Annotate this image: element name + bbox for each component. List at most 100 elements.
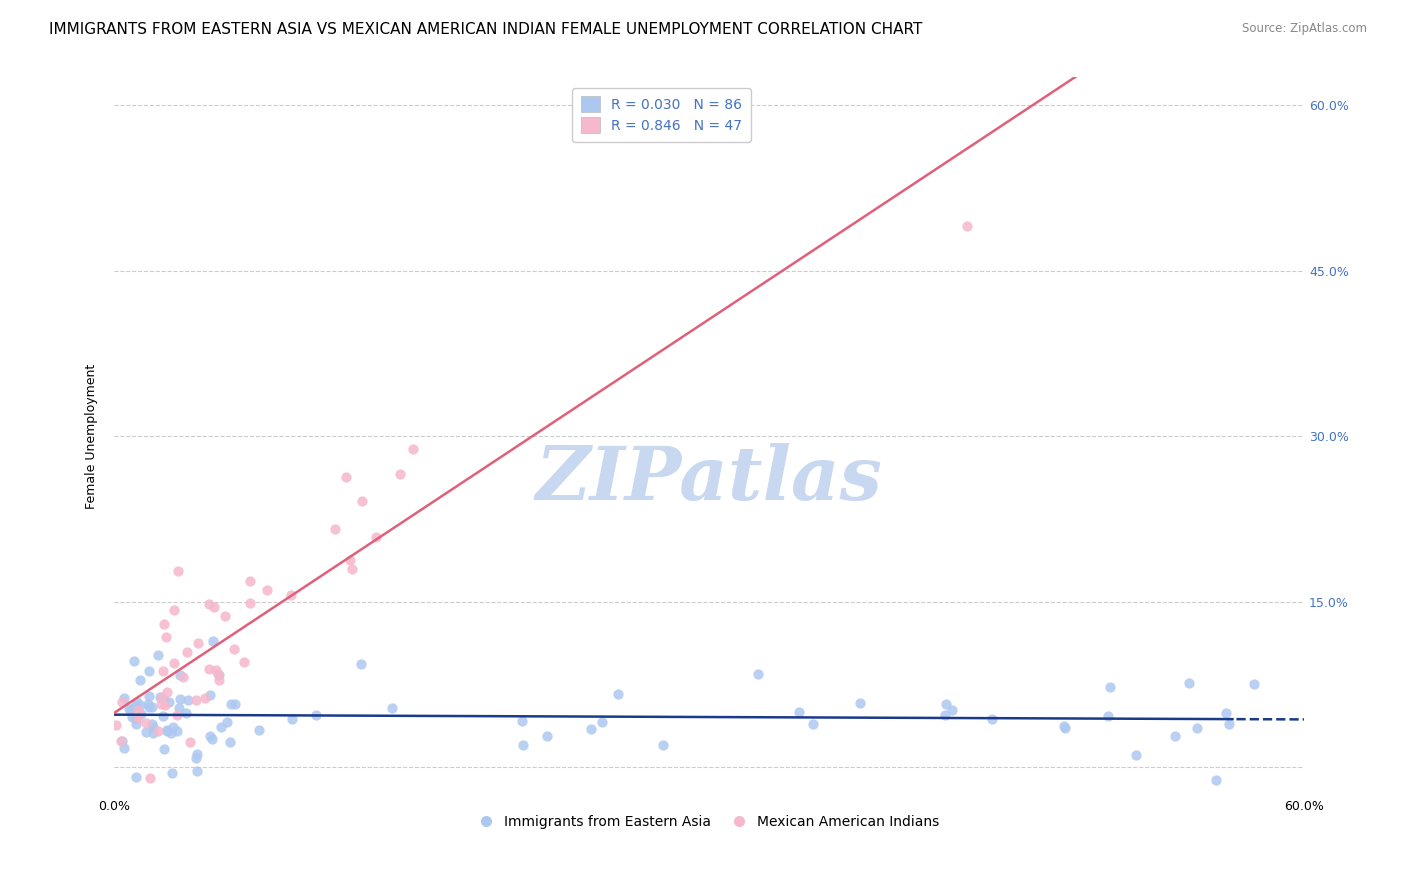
Point [280, 713, 302, 727]
Point [121, 709, 143, 723]
Point [157, 695, 180, 709]
Point [224, 698, 246, 712]
Point [1178, 676, 1201, 690]
Point [1243, 677, 1265, 691]
Point [138, 665, 160, 679]
Point [110, 733, 132, 747]
Point [1098, 680, 1121, 694]
Point [129, 673, 152, 688]
Point [194, 690, 217, 705]
Point [139, 771, 162, 785]
Point [208, 673, 231, 688]
Point [153, 742, 176, 756]
Point [152, 664, 174, 678]
Point [131, 706, 153, 721]
Point [162, 765, 184, 780]
Point [1215, 706, 1237, 720]
Point [129, 698, 152, 712]
Point [304, 707, 326, 722]
Point [981, 712, 1004, 726]
Point [187, 636, 209, 650]
Point [1053, 719, 1076, 733]
Point [1205, 772, 1227, 787]
Point [652, 738, 675, 752]
Text: ZIPatlas: ZIPatlas [536, 442, 883, 516]
Point [135, 715, 157, 730]
Point [607, 686, 630, 700]
Point [209, 720, 232, 734]
Point [280, 588, 302, 602]
Point [141, 700, 163, 714]
Point [849, 696, 872, 710]
Point [166, 564, 188, 578]
Point [215, 714, 238, 729]
Y-axis label: Female Unemployment: Female Unemployment [86, 363, 98, 508]
Point [207, 667, 229, 681]
Point [138, 700, 160, 714]
Point [339, 552, 361, 566]
Point [179, 735, 201, 749]
Point [184, 750, 207, 764]
Point [747, 667, 769, 681]
Point [352, 493, 374, 508]
Point [208, 667, 231, 681]
Point [364, 530, 387, 544]
Point [581, 722, 603, 736]
Point [186, 764, 208, 778]
Point [198, 662, 221, 676]
Point [111, 695, 134, 709]
Point [340, 562, 363, 576]
Point [136, 697, 159, 711]
Point [142, 720, 165, 734]
Point [163, 656, 186, 670]
Point [214, 608, 236, 623]
Point [153, 693, 176, 707]
Point [202, 633, 225, 648]
Point [934, 707, 956, 722]
Point [177, 693, 200, 707]
Point [112, 691, 135, 706]
Point [239, 574, 262, 589]
Point [1053, 721, 1076, 735]
Point [122, 654, 145, 668]
Point [141, 717, 163, 731]
Point [169, 692, 191, 706]
Point [1187, 721, 1209, 735]
Point [201, 731, 224, 746]
Point [148, 648, 170, 663]
Point [111, 734, 134, 748]
Point [202, 599, 225, 614]
Point [184, 692, 207, 706]
Point [239, 596, 262, 610]
Point [591, 714, 613, 729]
Point [153, 616, 176, 631]
Point [222, 641, 245, 656]
Point [787, 706, 810, 720]
Point [176, 644, 198, 658]
Point [323, 522, 346, 536]
Point [127, 703, 149, 717]
Point [125, 770, 148, 784]
Point [402, 442, 425, 456]
Point [153, 698, 176, 713]
Point [146, 724, 169, 739]
Legend: Immigrants from Eastern Asia, Mexican American Indians: Immigrants from Eastern Asia, Mexican Am… [474, 809, 945, 834]
Point [219, 697, 242, 711]
Point [166, 708, 188, 723]
Point [197, 597, 219, 611]
Text: IMMIGRANTS FROM EASTERN ASIA VS MEXICAN AMERICAN INDIAN FEMALE UNEMPLOYMENT CORR: IMMIGRANTS FROM EASTERN ASIA VS MEXICAN … [49, 22, 922, 37]
Point [232, 655, 254, 669]
Point [142, 726, 165, 740]
Point [156, 684, 179, 698]
Point [510, 714, 533, 728]
Point [335, 469, 357, 483]
Point [512, 739, 534, 753]
Point [388, 467, 411, 481]
Point [166, 724, 188, 739]
Point [935, 698, 957, 712]
Point [1218, 717, 1240, 731]
Point [256, 582, 278, 597]
Point [135, 725, 157, 739]
Text: Source: ZipAtlas.com: Source: ZipAtlas.com [1241, 22, 1367, 36]
Point [149, 690, 172, 704]
